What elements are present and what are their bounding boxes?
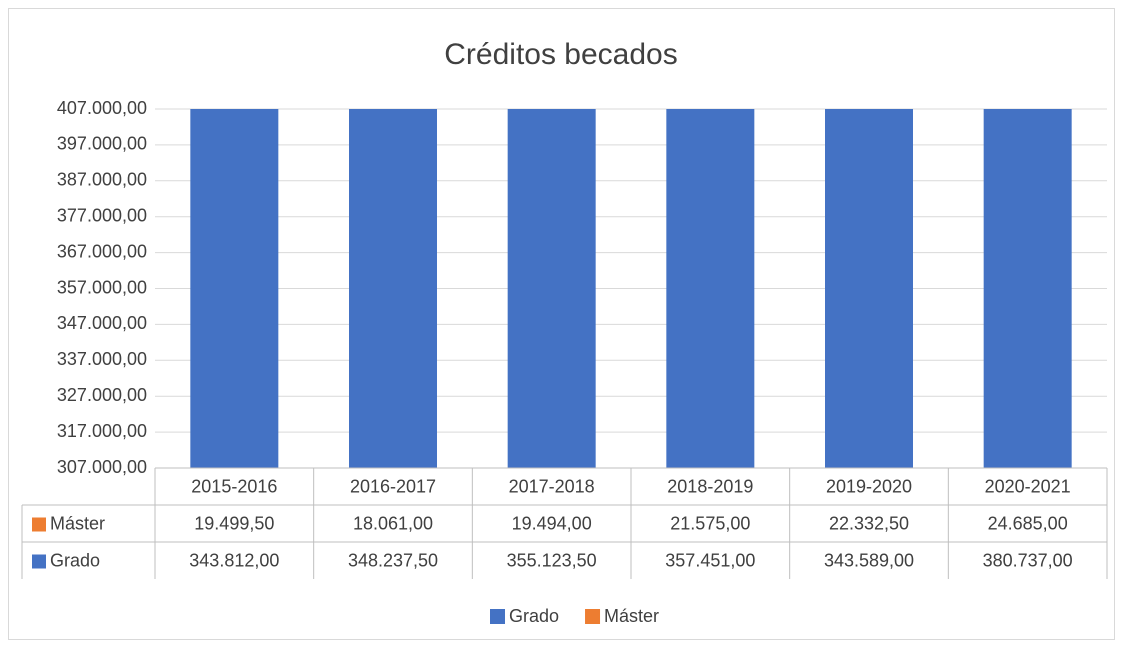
y-tick-label: 327.000,00 [57,385,147,405]
x-tick-label: 2017-2018 [509,476,595,496]
table-legend-key [32,517,46,532]
bar-segment [507,109,596,468]
table-value: 357.451,00 [665,550,755,570]
table-series-name: Máster [50,513,105,533]
x-tick-label: 2020-2021 [985,476,1071,496]
table-legend-key [32,554,46,569]
chart-title: Créditos becados [444,38,677,71]
bar-segment [190,109,279,468]
table-value: 343.812,00 [189,550,279,570]
table-value: 380.737,00 [983,550,1073,570]
y-tick-label: 337.000,00 [57,349,147,369]
table-value: 355.123,50 [507,550,597,570]
table-series-name: Grado [50,550,100,570]
y-tick-label: 307.000,00 [57,457,147,477]
y-tick-label: 377.000,00 [57,205,147,225]
y-tick-label: 347.000,00 [57,313,147,333]
y-tick-label: 397.000,00 [57,134,147,154]
legend-key [585,609,601,624]
y-tick-label: 367.000,00 [57,241,147,261]
table-value: 343.589,00 [824,550,914,570]
x-tick-label: 2016-2017 [350,476,436,496]
table-value: 24.685,00 [988,513,1068,533]
legend-label: Máster [604,606,659,626]
y-tick-label: 357.000,00 [57,277,147,297]
bar-segment [983,109,1072,468]
x-tick-label: 2019-2020 [826,476,912,496]
bar-segment [666,109,755,468]
y-tick-label: 387.000,00 [57,170,147,190]
legend-label: Grado [509,606,559,626]
table-value: 348.237,50 [348,550,438,570]
table-value: 22.332,50 [829,513,909,533]
y-tick-label: 407.000,00 [57,98,147,118]
x-tick-label: 2018-2019 [667,476,753,496]
legend-key [490,609,505,624]
bar-segment [825,109,913,468]
table-value: 19.499,50 [194,513,274,533]
table-value: 21.575,00 [670,513,750,533]
table-value: 19.494,00 [512,513,592,533]
x-tick-label: 2015-2016 [191,476,277,496]
bar-segment [349,109,437,468]
y-tick-label: 317.000,00 [57,421,147,441]
table-value: 18.061,00 [353,513,433,533]
